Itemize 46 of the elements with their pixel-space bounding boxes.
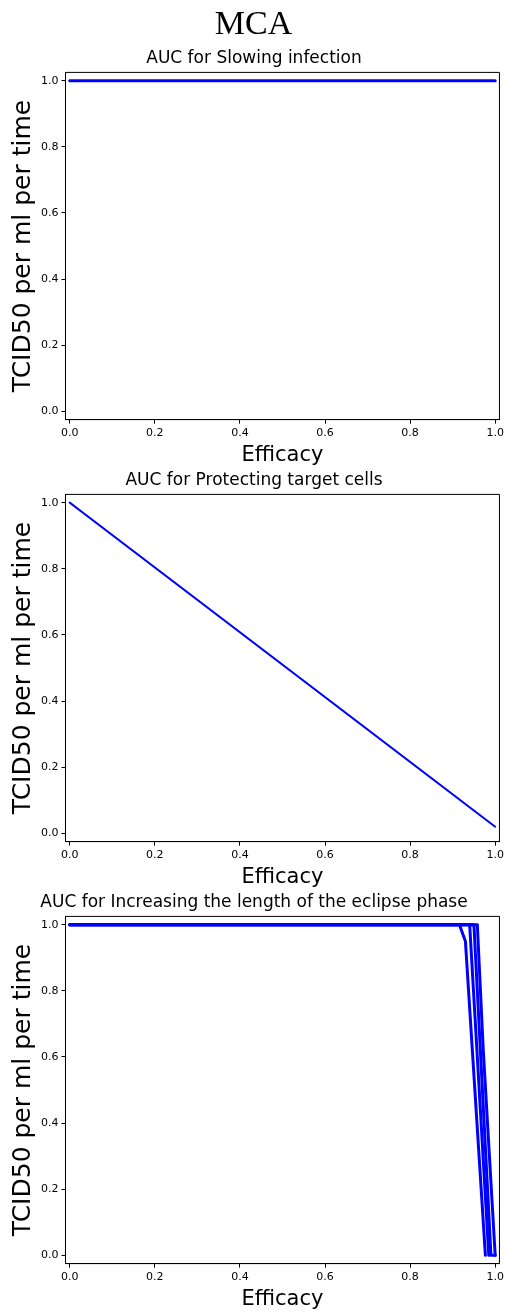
x-tick-label: 1.0: [486, 426, 504, 440]
text: MCA: [213, 3, 294, 43]
x-tick-label: 0.0: [61, 426, 79, 440]
x-tick-label: 1.0: [486, 848, 504, 862]
y-tick-label: 0.8: [40, 983, 59, 997]
y-axis-title: TCID50 per ml per time: [6, 943, 36, 1238]
y-tick-label: 1.0: [40, 917, 59, 931]
x-axis-title: Efficacy: [241, 863, 324, 888]
y-tick-label: 0.2: [40, 338, 59, 352]
y-tick-label: 0.6: [40, 205, 59, 219]
x-tick-label: 0.2: [146, 848, 164, 862]
x-tick-label: 0.8: [401, 426, 419, 440]
y-axis-title: TCID50 per ml per time: [6, 521, 36, 816]
x-tick-label: 0.2: [146, 426, 164, 440]
chart-title: AUC for Slowing infection: [146, 46, 362, 67]
x-tick-label: 0.6: [316, 848, 334, 862]
chart-title: AUC for Protecting target cells: [125, 468, 383, 489]
x-tick-label: 0.0: [61, 1270, 79, 1284]
x-tick-label: 0.6: [316, 1270, 334, 1284]
x-tick-label: 0.0: [61, 848, 79, 862]
x-tick-label: 0.2: [146, 1270, 164, 1284]
y-tick-label: 0.2: [40, 760, 59, 774]
x-tick-label: 0.4: [231, 426, 249, 440]
y-tick-label: 0.8: [40, 561, 59, 575]
x-tick-label: 0.8: [401, 848, 419, 862]
y-tick-label: 0.8: [40, 139, 59, 153]
y-tick-label: 0.2: [40, 1182, 59, 1196]
y-tick-label: 1.0: [40, 73, 59, 87]
y-axis-title: TCID50 per ml per time: [6, 99, 36, 394]
x-tick-label: 0.4: [231, 1270, 249, 1284]
y-tick-label: 0.0: [40, 404, 59, 418]
x-tick-label: 0.4: [231, 848, 249, 862]
x-tick-label: 1.0: [486, 1270, 504, 1284]
y-tick-label: 0.6: [40, 627, 59, 641]
y-tick-label: 0.4: [40, 271, 59, 285]
x-axis-title: Efficacy: [241, 1285, 324, 1310]
y-tick-label: 0.4: [40, 693, 59, 707]
x-axis-title: Efficacy: [241, 441, 324, 466]
x-tick-label: 0.6: [316, 426, 334, 440]
y-tick-label: 0.0: [40, 1248, 59, 1262]
x-tick-label: 0.8: [401, 1270, 419, 1284]
y-tick-label: 1.0: [40, 495, 59, 509]
y-tick-label: 0.4: [40, 1115, 59, 1129]
y-tick-label: 0.0: [40, 826, 59, 840]
chart-title: AUC for Increasing the length of the eclipse phase: [40, 890, 468, 911]
y-tick-label: 0.6: [40, 1049, 59, 1063]
